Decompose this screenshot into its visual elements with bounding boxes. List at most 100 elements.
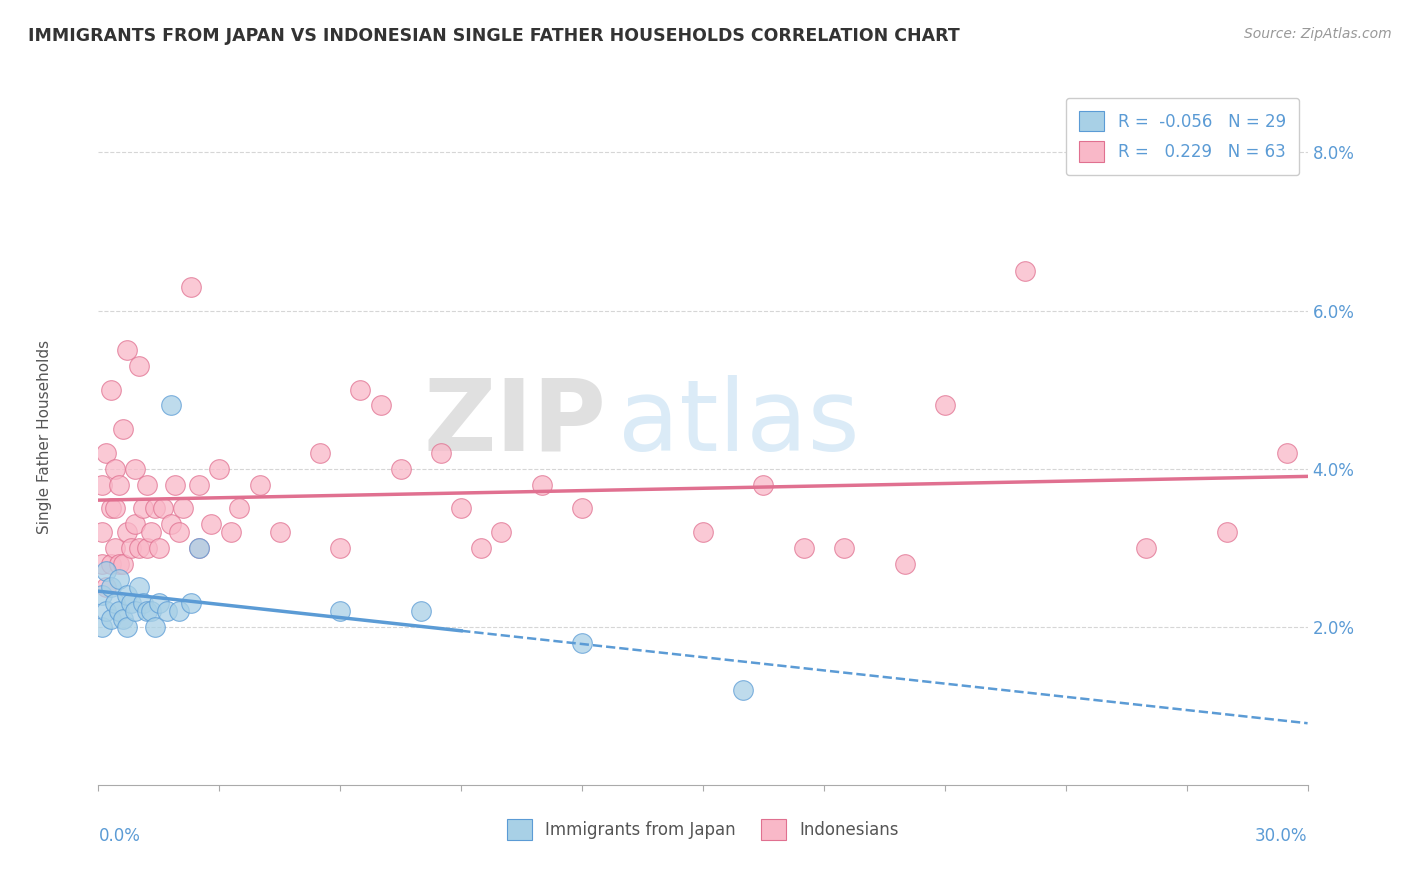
Point — [692, 524, 714, 539]
Point — [111, 612, 134, 626]
Point — [152, 501, 174, 516]
Point — [128, 580, 150, 594]
Point — [228, 501, 250, 516]
Point — [188, 541, 211, 555]
Point — [491, 524, 513, 539]
Text: ZIP: ZIP — [423, 375, 606, 472]
Point — [167, 524, 190, 539]
Point — [148, 541, 170, 555]
Point — [389, 461, 412, 475]
Point — [1014, 264, 1036, 278]
Point — [370, 399, 392, 413]
Text: Single Father Households: Single Father Households — [37, 340, 52, 534]
Point — [91, 620, 114, 634]
Point — [733, 683, 755, 698]
Point — [156, 604, 179, 618]
Point — [1277, 446, 1299, 460]
Point — [329, 604, 352, 618]
Point — [188, 477, 211, 491]
Text: 0.0%: 0.0% — [98, 827, 141, 845]
Point — [135, 604, 157, 618]
Point — [91, 557, 114, 571]
Point — [103, 541, 125, 555]
Point — [135, 477, 157, 491]
Point — [103, 501, 125, 516]
Point — [329, 541, 352, 555]
Point — [120, 541, 142, 555]
Point — [115, 524, 138, 539]
Point — [100, 557, 122, 571]
Point — [100, 383, 122, 397]
Point — [1135, 541, 1157, 555]
Point — [269, 524, 291, 539]
Point — [139, 524, 162, 539]
Legend: Immigrants from Japan, Indonesians: Immigrants from Japan, Indonesians — [501, 813, 905, 847]
Point — [111, 422, 134, 436]
Point — [160, 399, 183, 413]
Point — [107, 557, 129, 571]
Point — [409, 604, 432, 618]
Point — [124, 604, 146, 618]
Text: Source: ZipAtlas.com: Source: ZipAtlas.com — [1244, 27, 1392, 41]
Point — [893, 557, 915, 571]
Point — [349, 383, 371, 397]
Point — [107, 573, 129, 587]
Point — [100, 580, 122, 594]
Point — [1216, 524, 1239, 539]
Point — [103, 596, 125, 610]
Point — [107, 477, 129, 491]
Point — [100, 501, 122, 516]
Point — [832, 541, 855, 555]
Point — [148, 596, 170, 610]
Point — [249, 477, 271, 491]
Point — [120, 596, 142, 610]
Point — [430, 446, 453, 460]
Point — [111, 557, 134, 571]
Point — [107, 604, 129, 618]
Point — [143, 501, 166, 516]
Point — [91, 524, 114, 539]
Point — [167, 604, 190, 618]
Point — [221, 524, 243, 539]
Point — [934, 399, 956, 413]
Point — [571, 501, 593, 516]
Point — [103, 461, 125, 475]
Point — [115, 343, 138, 357]
Point — [180, 596, 202, 610]
Point — [128, 359, 150, 373]
Text: 30.0%: 30.0% — [1256, 827, 1308, 845]
Point — [128, 541, 150, 555]
Point — [91, 477, 114, 491]
Point — [132, 501, 155, 516]
Point — [160, 516, 183, 531]
Point — [132, 596, 155, 610]
Text: IMMIGRANTS FROM JAPAN VS INDONESIAN SINGLE FATHER HOUSEHOLDS CORRELATION CHART: IMMIGRANTS FROM JAPAN VS INDONESIAN SING… — [28, 27, 960, 45]
Point — [96, 446, 118, 460]
Point — [163, 477, 186, 491]
Point — [172, 501, 194, 516]
Point — [124, 461, 146, 475]
Point — [96, 565, 118, 579]
Point — [139, 604, 162, 618]
Point — [470, 541, 492, 555]
Point — [115, 620, 138, 634]
Point — [752, 477, 775, 491]
Point — [200, 516, 222, 531]
Point — [100, 612, 122, 626]
Point — [135, 541, 157, 555]
Point — [530, 477, 553, 491]
Point — [793, 541, 815, 555]
Point — [188, 541, 211, 555]
Point — [124, 516, 146, 531]
Point — [208, 461, 231, 475]
Point — [115, 588, 138, 602]
Point — [450, 501, 472, 516]
Point — [571, 635, 593, 649]
Point — [143, 620, 166, 634]
Point — [96, 580, 118, 594]
Text: atlas: atlas — [619, 375, 860, 472]
Point — [180, 280, 202, 294]
Point — [309, 446, 332, 460]
Point — [91, 588, 114, 602]
Point — [96, 604, 118, 618]
